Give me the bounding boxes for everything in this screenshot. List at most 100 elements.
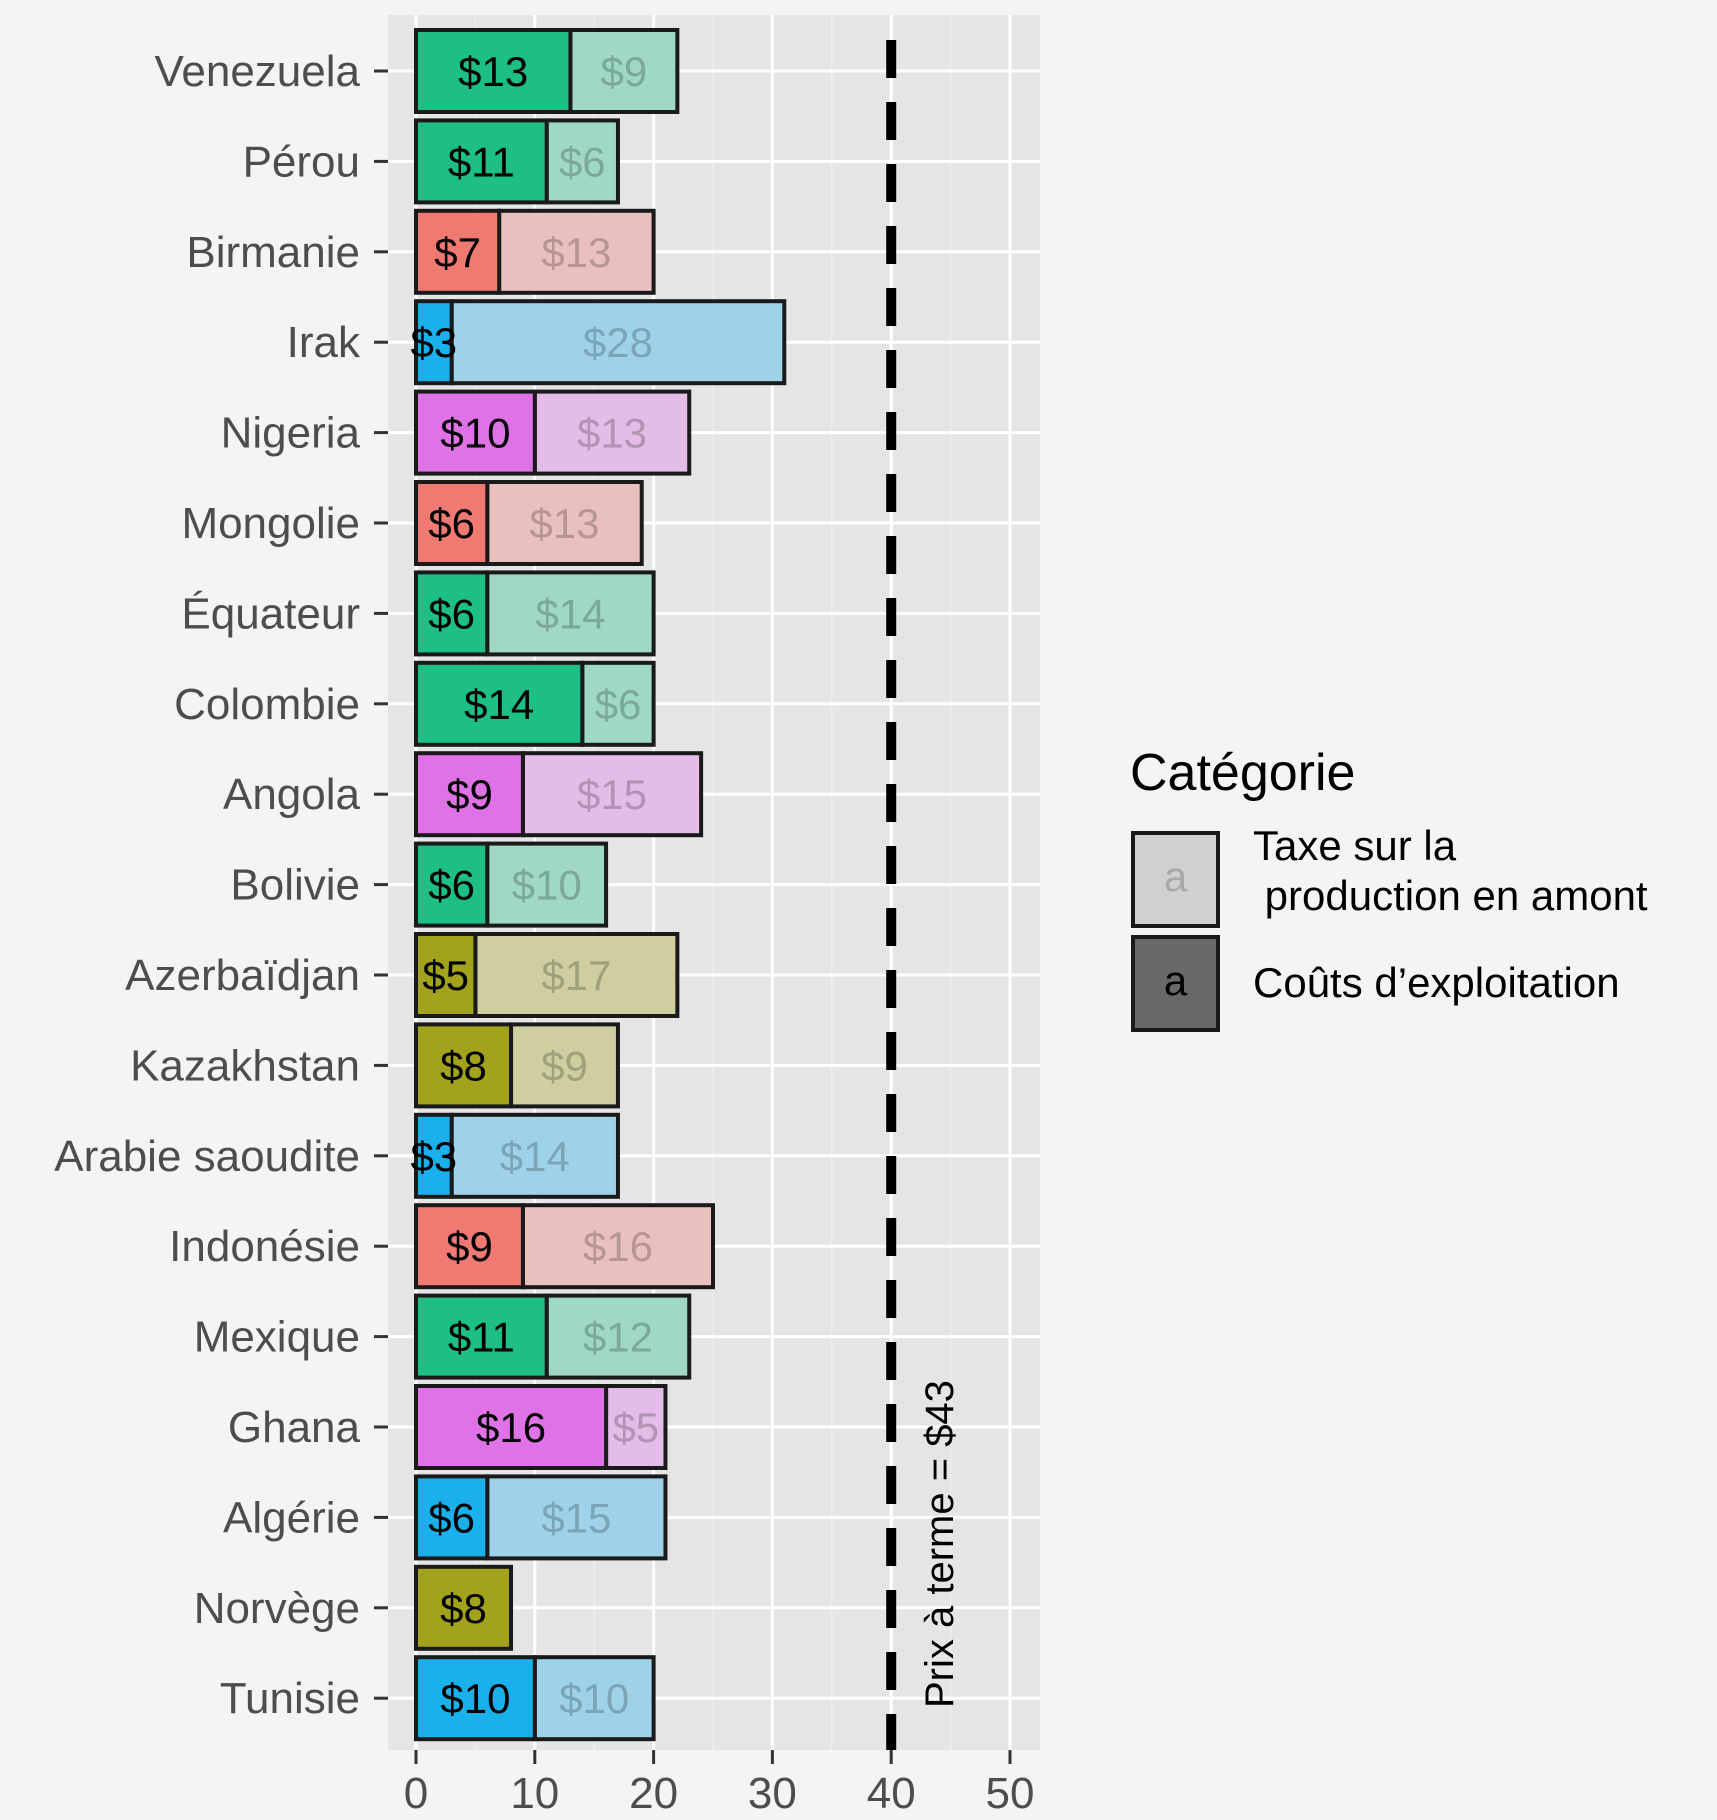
- bar-segment-operating: [414, 28, 573, 114]
- bar-group: $6 $15: [414, 1474, 668, 1561]
- bar-group: $11 $6: [414, 118, 620, 205]
- data-label-tax: $17: [541, 952, 611, 999]
- y-tick-label: Bolivie: [230, 861, 360, 910]
- y-tick-label: Mongolie: [181, 499, 360, 548]
- data-label-tax: $10: [512, 862, 582, 909]
- data-label-operating: $13: [458, 48, 528, 95]
- x-tick-label: 40: [867, 1769, 916, 1818]
- x-tick-label: 30: [748, 1769, 797, 1818]
- bar-group: $6 $14: [414, 570, 656, 657]
- y-tick-label: Mexique: [194, 1313, 360, 1362]
- bar-group: $6 $13: [414, 480, 644, 566]
- data-label-tax: $15: [541, 1494, 611, 1541]
- data-label-operating: $3: [410, 319, 457, 366]
- data-label-tax: $14: [535, 590, 605, 637]
- bar-segment-operating: [414, 570, 490, 657]
- y-tick-label: Kazakhstan: [130, 1041, 360, 1090]
- legend-title: Catégorie: [1130, 744, 1355, 802]
- bar-segment-tax: [544, 1293, 692, 1380]
- data-label-operating: $3: [410, 1133, 457, 1180]
- bar-segment-operating: [414, 751, 525, 838]
- data-label-operating: $6: [428, 590, 475, 637]
- bar-segment-tax: [520, 1203, 715, 1290]
- data-label-tax: $13: [577, 410, 647, 457]
- y-tick-label: Norvège: [194, 1584, 360, 1633]
- data-label-operating: $6: [428, 1494, 475, 1541]
- bar-segment-operating: [414, 660, 585, 747]
- data-label-operating: $10: [440, 1675, 510, 1722]
- bar-group: $14 $6: [414, 660, 656, 747]
- data-label-operating: $8: [440, 1585, 487, 1632]
- data-label-tax: $12: [583, 1314, 653, 1361]
- bar-group: $3 $28: [410, 299, 787, 386]
- data-label-operating: $6: [428, 500, 475, 547]
- bar-group: $16 $5: [414, 1384, 668, 1470]
- y-tick-label: Birmanie: [186, 228, 360, 277]
- bar-group: $10 $13: [414, 389, 692, 476]
- y-tick-label: Arabie saoudite: [54, 1132, 360, 1181]
- y-tick-label: Nigeria: [221, 409, 361, 458]
- bar-segment-tax: [485, 1474, 668, 1561]
- legend: Catégorie a Taxe sur la production en amon…: [1130, 744, 1648, 1032]
- y-tick-label: Pérou: [243, 137, 360, 186]
- bar-segment-tax: [497, 208, 656, 295]
- data-label-operating: $11: [448, 138, 515, 185]
- legend-label: Coûts d’exploitation: [1253, 959, 1620, 1006]
- y-tick-label: Indonésie: [169, 1222, 360, 1271]
- bar-segment-operating: [414, 480, 490, 566]
- bar-segment-operating: [414, 1022, 514, 1109]
- data-label-tax: $9: [601, 48, 648, 95]
- bar-group: $8 $9: [414, 1022, 620, 1109]
- y-axis: Venezuela Pérou Birmanie Irak Nigeria Mongoli…: [54, 47, 388, 1723]
- y-tick-label: Tunisie: [220, 1674, 360, 1723]
- data-label-tax: $9: [541, 1042, 588, 1089]
- data-label-operating: $11: [448, 1314, 515, 1361]
- data-label-tax: $16: [583, 1223, 653, 1270]
- x-tick-label: 0: [404, 1769, 428, 1818]
- bar-group: $11 $12: [414, 1293, 692, 1380]
- bar-segment-tax: [485, 570, 656, 657]
- bar-segment-operating: [414, 299, 454, 386]
- bars: $13 $9$11 $6$7 $13$3 $28$10 $13$6 $13$6 $14$14 $…: [410, 28, 787, 1742]
- bar-group: $6 $10: [414, 841, 609, 928]
- bar-group: $7 $13: [414, 208, 656, 295]
- bar-segment-operating: [414, 389, 537, 476]
- data-label-tax: $14: [500, 1133, 570, 1180]
- data-label-operating: $7: [434, 229, 481, 276]
- legend-key-glyph: a: [1164, 957, 1188, 1004]
- legend-key-glyph: a: [1164, 853, 1188, 900]
- bar-group: $13 $9: [414, 28, 680, 114]
- data-label-tax: $6: [595, 681, 642, 728]
- bar-group: $5 $17: [414, 932, 680, 1018]
- x-tick-label: 10: [510, 1769, 559, 1818]
- reference-line-group: Prix à terme = $43: [886, 40, 962, 1750]
- legend-label-line: Taxe sur la: [1253, 822, 1457, 869]
- y-tick-label: Azerbaïdjan: [125, 951, 360, 1000]
- bar-group: $3 $14: [410, 1112, 620, 1199]
- bar-segment-tax: [544, 118, 620, 205]
- bar-segment-operating: [414, 1112, 454, 1199]
- data-label-operating: $9: [446, 771, 493, 818]
- legend-label: Taxe sur la production en amont: [1253, 822, 1648, 919]
- data-label-operating: $6: [428, 862, 475, 909]
- data-label-operating: $10: [440, 410, 510, 457]
- bar-segment-operating: [414, 1655, 537, 1742]
- y-tick-label: Équateur: [181, 589, 360, 638]
- legend-key: [1131, 831, 1220, 928]
- bar-group: $9 $15: [414, 751, 704, 838]
- bar-segment-tax: [473, 932, 680, 1018]
- data-label-operating: $14: [464, 681, 534, 728]
- bar-segment-operating: [414, 1384, 609, 1470]
- data-label-tax: $13: [541, 229, 611, 276]
- y-tick-label: Ghana: [228, 1403, 361, 1452]
- bar-segment-operating: [414, 118, 549, 205]
- bar-group: $8: [414, 1564, 514, 1651]
- x-tick-label: 20: [629, 1769, 678, 1818]
- data-label-operating: $16: [476, 1404, 546, 1451]
- data-label-tax: $5: [612, 1404, 659, 1451]
- bar-segment-operating: [414, 208, 502, 295]
- bar-segment-tax: [520, 751, 704, 838]
- data-label-tax: $15: [577, 771, 647, 818]
- bar-segment-operating: [414, 841, 490, 928]
